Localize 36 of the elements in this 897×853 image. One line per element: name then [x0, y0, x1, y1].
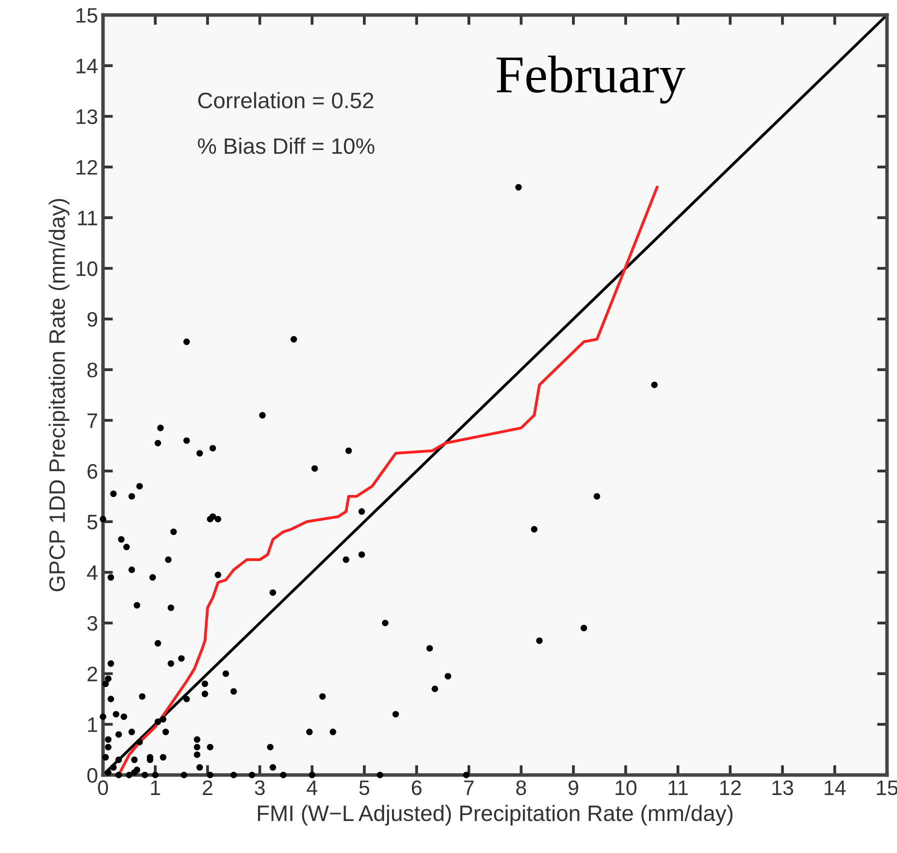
y-tick-label: 4: [87, 566, 98, 580]
y-tick-label: 3: [87, 616, 98, 631]
y-tick-label: 10: [76, 261, 98, 276]
y-tick-label: 14: [76, 58, 98, 74]
x-tick-label: 10: [616, 780, 636, 796]
x-tick-label: 13: [772, 780, 794, 796]
y-tick-label: 8: [87, 362, 98, 378]
y-tick-label: 0: [87, 768, 98, 783]
x-tick-label: 14: [824, 780, 846, 795]
x-axis-title: FMI (W−L Adjusted) Precipitation Rate (mm/day): [258, 804, 732, 826]
y-tick-label: 1: [88, 718, 98, 732]
y-tick-label: 7: [88, 414, 98, 428]
y-tick-label: 15: [76, 8, 98, 23]
y-tick-label: 11: [78, 210, 98, 226]
x-tick-label: 8: [516, 780, 526, 796]
y-axis-title: GPCP 1DD Precipitation Rate (mm/day): [48, 198, 70, 592]
x-tick-label: 11: [668, 780, 688, 795]
x-tick-label: 0: [98, 780, 108, 796]
x-tick-label: 12: [720, 780, 741, 795]
y-tick-label: 5: [87, 514, 98, 530]
y-tick-label: 9: [88, 312, 98, 327]
annotation: % Bias Diff = 10%: [198, 138, 374, 154]
x-tick-label: 9: [568, 780, 578, 796]
x-tick-label: 2: [202, 780, 212, 795]
x-tick-label: 1: [151, 780, 160, 795]
x-tick-label: 6: [412, 780, 422, 796]
y-tick-label: 2: [88, 666, 98, 682]
x-tick-label: 7: [464, 780, 474, 795]
text: February: [496, 56, 686, 104]
y-tick-label: 13: [76, 109, 98, 124]
x-tick-label: 5: [359, 780, 370, 796]
y-tick-label: 6: [88, 464, 98, 479]
x-tick-label: 4: [306, 780, 318, 795]
annotation: Correlation = 0.52: [198, 92, 374, 108]
y-tick-label: 12: [76, 160, 98, 175]
x-tick-label: 3: [254, 780, 265, 796]
